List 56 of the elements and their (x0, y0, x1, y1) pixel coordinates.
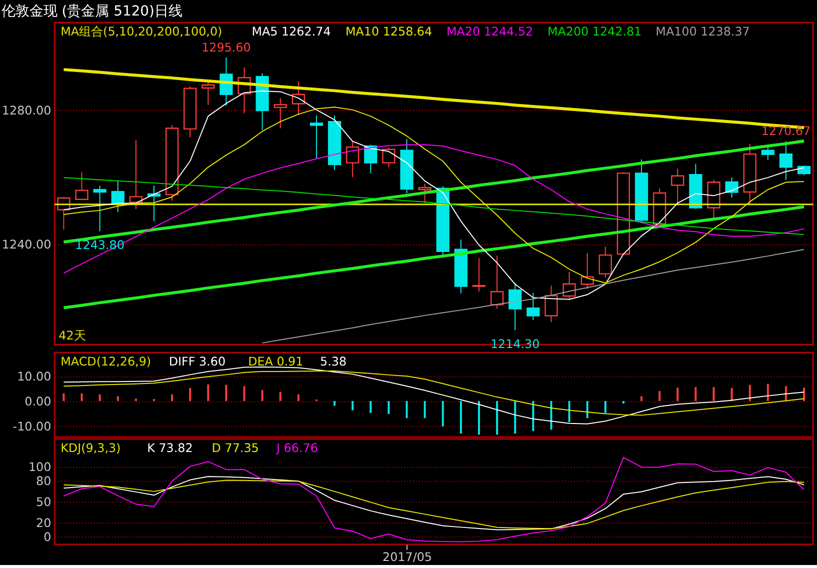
text: MA100 1238.37 (656, 24, 750, 39)
y-tick-label: 100 (28, 460, 52, 474)
y-tick-label: 1280.00 (2, 103, 52, 118)
candlestick (598, 246, 612, 278)
candlestick (75, 172, 88, 200)
candlestick (508, 282, 522, 331)
y-tick-label: 10.00 (17, 370, 52, 384)
text: J 66.76 (276, 440, 318, 455)
candlestick (111, 180, 124, 213)
series-label: DIFF 3.60 (168, 354, 226, 368)
line-series (63, 144, 804, 274)
annotation: 1270.67 (761, 124, 811, 138)
legend-title: MA组合(5,10,20,200,100,0) (60, 24, 222, 39)
chart-title: MACD(12,26,9) (60, 354, 152, 368)
candlestick (725, 176, 738, 198)
x-tick-label: 2017/05 (382, 550, 432, 564)
chart-title: 伦敦金现 (贵金属 5120)日线 (1, 4, 182, 20)
candlestick (580, 252, 594, 290)
candlestick (382, 147, 396, 168)
y-tick-label: 0.00 (24, 394, 52, 408)
candlestick (779, 140, 793, 180)
text: MA20 1244.52 (446, 24, 534, 39)
text: D 77.35 (212, 440, 259, 455)
candlestick (274, 98, 287, 129)
line-series (63, 456, 804, 542)
chart-title: KDJ(9,3,3) (60, 440, 121, 455)
y-tick-label: 50 (36, 495, 52, 510)
y-tick-label: 80 (36, 474, 52, 488)
series-label: DEA 0.91 (248, 354, 304, 368)
candlestick (490, 255, 504, 310)
candlestick (472, 258, 486, 292)
y-tick-label: -10.00 (12, 419, 52, 434)
line-series (63, 177, 804, 236)
y-tick-label: 0 (44, 530, 52, 544)
candlestick (526, 292, 540, 321)
y-tick-label: 1240.00 (2, 237, 52, 252)
line-series (63, 366, 804, 424)
y-tick-label: 20 (36, 516, 52, 530)
candlestick (562, 271, 576, 300)
candlestick (202, 80, 215, 106)
candlestick (310, 115, 324, 159)
candlestick (544, 285, 558, 323)
line-series (62, 205, 806, 310)
text: MA5 1262.74 (252, 24, 331, 39)
text: K 73.82 (147, 440, 193, 455)
line-series (63, 370, 804, 416)
annotation: 1295.60 (202, 40, 251, 55)
annotation: 42天 (58, 328, 86, 343)
candlestick (671, 168, 684, 206)
text: MA200 1242.81 (547, 24, 642, 39)
text: MA10 1258.64 (345, 24, 432, 39)
candlestick (93, 185, 106, 232)
annotation: 5.38 (320, 354, 347, 368)
candlestick (418, 183, 432, 204)
candlestick (346, 140, 360, 178)
candlestick (761, 146, 774, 161)
